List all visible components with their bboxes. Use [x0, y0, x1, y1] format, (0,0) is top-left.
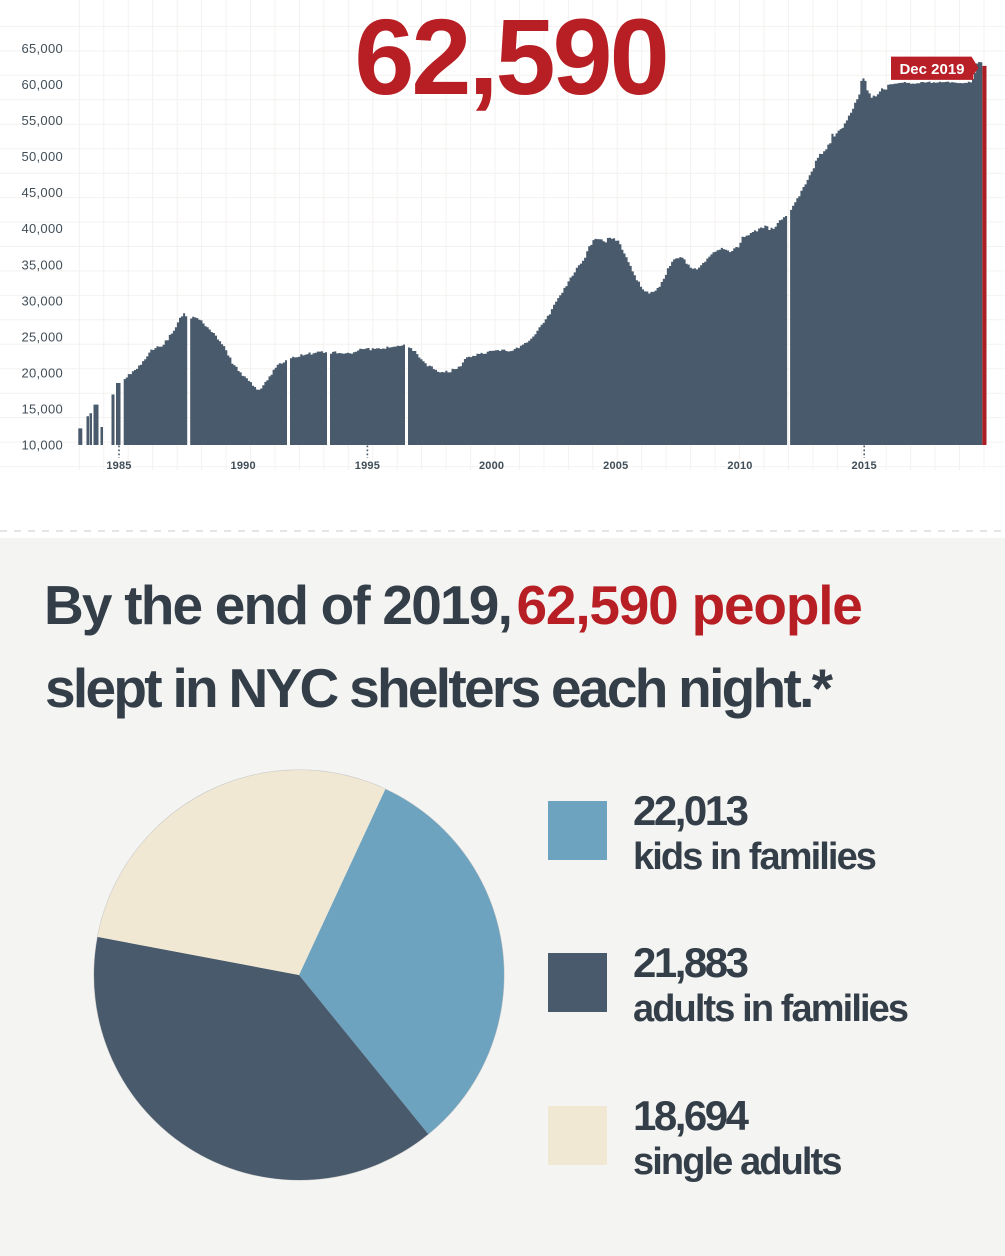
svg-text:25,000: 25,000 — [21, 329, 63, 344]
svg-text:55,000: 55,000 — [21, 113, 63, 128]
svg-text:15,000: 15,000 — [21, 402, 63, 417]
svg-text:65,000: 65,000 — [21, 41, 63, 56]
svg-text:45,000: 45,000 — [21, 185, 63, 200]
svg-text:1990: 1990 — [231, 460, 256, 472]
svg-text:2010: 2010 — [727, 460, 752, 472]
svg-text:50,000: 50,000 — [21, 149, 63, 164]
svg-text:1985: 1985 — [106, 460, 131, 472]
svg-text:1995: 1995 — [355, 460, 380, 472]
svg-text:20,000: 20,000 — [21, 365, 63, 380]
svg-text:2015: 2015 — [852, 460, 877, 472]
svg-text:35,000: 35,000 — [21, 257, 63, 272]
svg-text:40,000: 40,000 — [21, 221, 63, 236]
svg-text:Dec 2019: Dec 2019 — [899, 61, 964, 78]
svg-text:30,000: 30,000 — [21, 293, 63, 308]
svg-text:2000: 2000 — [479, 460, 504, 472]
svg-text:10,000: 10,000 — [21, 438, 63, 453]
svg-text:60,000: 60,000 — [21, 77, 63, 92]
svg-text:2005: 2005 — [603, 460, 628, 472]
